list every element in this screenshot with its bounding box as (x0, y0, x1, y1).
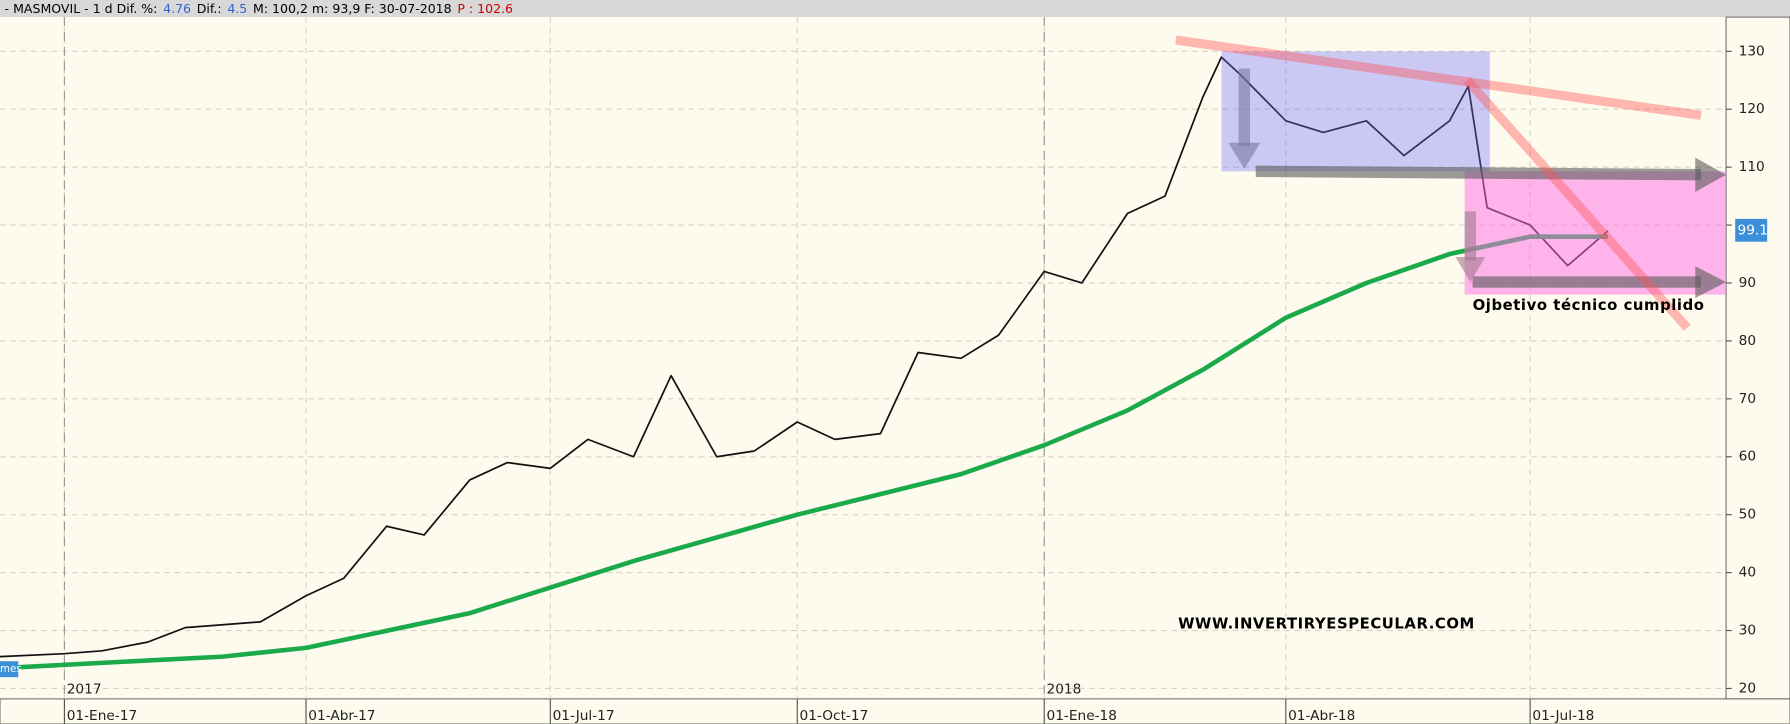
target-box (1464, 171, 1727, 295)
trend-line (1463, 76, 1691, 331)
x-tick-label: 01-Ene-17 (67, 708, 137, 724)
y-tick-label: 60 (1739, 449, 1756, 465)
y-tick-label: 90 (1739, 275, 1756, 291)
arrow (1255, 165, 1702, 181)
y-tick-label: 120 (1739, 101, 1765, 117)
legend-box (0, 661, 19, 678)
annotation: Ojbetivo técnico cumplido (1473, 297, 1705, 314)
last-value-label: 99.1 (1737, 222, 1767, 238)
header-item: P : 102.6 (457, 1, 513, 16)
legend-label: mes (0, 663, 22, 675)
x-tick-label: 01-Ene-18 (1047, 708, 1117, 724)
x-tick-label: 01-Abr-18 (1288, 708, 1355, 724)
arrow-head (1228, 142, 1261, 170)
header-item: Dif.: (197, 1, 222, 16)
y-tick-label: 50 (1739, 507, 1756, 523)
y-tick-label: 40 (1739, 565, 1756, 581)
watermark: WWW.INVERTIRYESPECULAR.COM (1178, 616, 1475, 633)
trend-line (1175, 35, 1702, 120)
overlay (1175, 35, 1727, 331)
last-value-box (1735, 218, 1768, 242)
x-tick-label: 01-Jul-17 (553, 708, 615, 724)
x-tick-label: 01-Jul-18 (1532, 708, 1594, 724)
series-line (0, 234, 1608, 671)
range-box (1221, 51, 1490, 172)
header: - MASMOVIL - 1 d Dif. %: 4.76 Dif.: 4.5 M: 1… (5, 1, 513, 16)
y-tick-label: 70 (1739, 391, 1756, 407)
header-item: 4.76 (163, 1, 191, 16)
x-tick-label: 01-Oct-17 (800, 708, 869, 724)
y-tick-label: 110 (1739, 159, 1765, 175)
x-tick-label: 01-Abr-17 (308, 708, 375, 724)
x-axis-area (0, 698, 1790, 724)
series-line (0, 56, 1609, 658)
arrow-head (1695, 266, 1727, 299)
header-bar (0, 0, 1790, 18)
header-item: M: 100,2 m: 93,9 F: 30-07-2018 (253, 1, 452, 16)
header-item: - MASMOVIL - 1 d Dif. %: (5, 1, 158, 16)
plot-area (0, 17, 1727, 699)
arrow-head (1455, 256, 1486, 283)
y-axis-area (1725, 16, 1790, 700)
year-label: 2018 (1047, 682, 1082, 698)
y-tick-label: 30 (1739, 623, 1756, 639)
arrow-head (1695, 157, 1727, 192)
y-tick-label: 80 (1739, 333, 1756, 349)
y-tick-label: 130 (1739, 43, 1765, 59)
header-item: 4.5 (227, 1, 247, 16)
year-label: 2017 (67, 682, 102, 698)
y-tick-label: 20 (1739, 680, 1756, 696)
